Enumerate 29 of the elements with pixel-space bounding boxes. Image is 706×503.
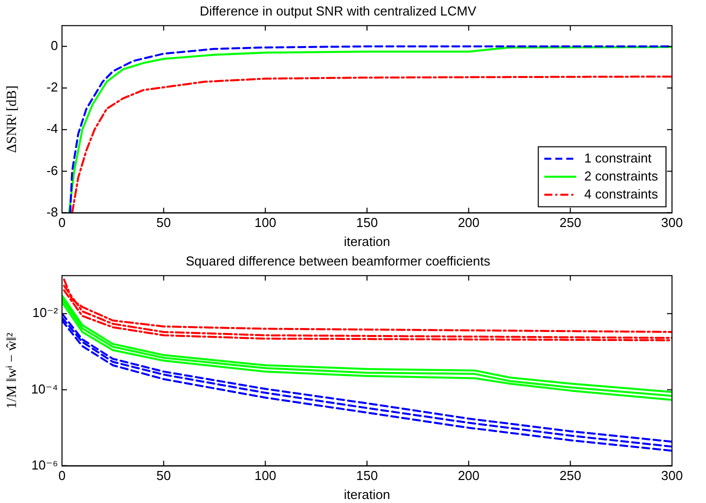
x-tick-label: 250 bbox=[559, 468, 582, 484]
x-tick-label: 100 bbox=[254, 215, 276, 230]
y-tick-label: 0 bbox=[50, 38, 58, 53]
y-tick-label: -2 bbox=[46, 80, 58, 95]
x-tick-label: 50 bbox=[156, 468, 171, 484]
legend-label: 4 constraints bbox=[584, 186, 658, 202]
x-axis-title: iteration bbox=[344, 486, 390, 502]
x-tick-label: 300 bbox=[661, 468, 683, 484]
y-tick-label: 10⁻⁴ bbox=[31, 381, 58, 396]
x-tick-label: 50 bbox=[156, 215, 171, 230]
x-tick-label: 250 bbox=[559, 215, 582, 230]
y-tick-label: -4 bbox=[46, 121, 58, 136]
y-axis-title: ΔSNRⁱ [dB] bbox=[5, 85, 20, 153]
chart-title: Squared difference between beamformer coefficients bbox=[186, 253, 491, 268]
chart-title: Difference in output SNR with centralized LCMV bbox=[200, 3, 477, 18]
x-tick-label: 300 bbox=[661, 215, 683, 230]
x-tick-label: 150 bbox=[356, 468, 378, 484]
legend-label: 2 constraints bbox=[584, 168, 658, 184]
x-tick-label: 200 bbox=[458, 215, 480, 230]
x-axis-title: iteration bbox=[344, 234, 390, 249]
y-tick-label: -6 bbox=[46, 162, 58, 178]
y-tick-label: -8 bbox=[46, 204, 58, 220]
y-tick-label: 10⁻² bbox=[32, 305, 59, 320]
y-axis-title: 1/M ‖wⁱ − ŵ‖² bbox=[5, 332, 20, 409]
legend-label: 1 constraint bbox=[584, 150, 652, 166]
x-tick-label: 150 bbox=[356, 215, 378, 230]
x-tick-label: 200 bbox=[458, 468, 480, 484]
x-tick-label: 100 bbox=[254, 468, 276, 484]
y-tick-label: 10⁻⁶ bbox=[31, 457, 58, 472]
